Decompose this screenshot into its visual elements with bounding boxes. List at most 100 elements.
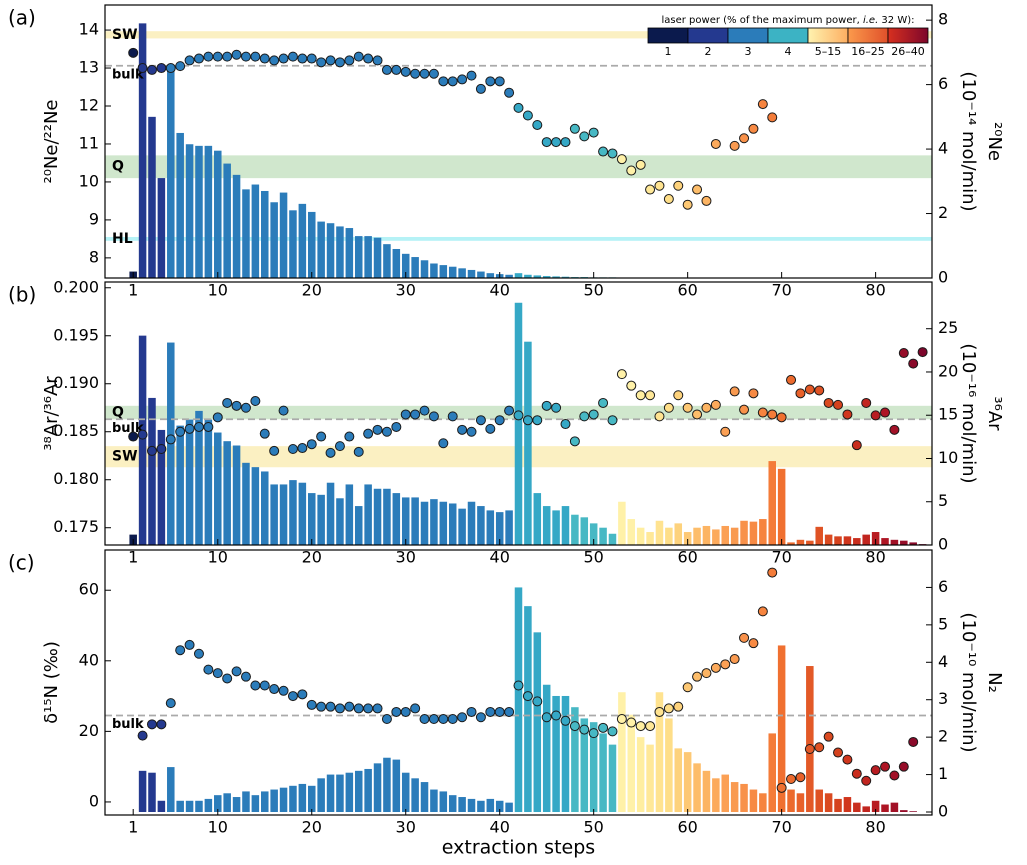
data-point bbox=[551, 137, 562, 148]
data-point bbox=[541, 400, 552, 411]
data-point bbox=[203, 664, 214, 675]
bar bbox=[505, 274, 513, 278]
bar bbox=[167, 767, 175, 813]
reference-label: bulk bbox=[112, 67, 144, 82]
bar bbox=[270, 789, 278, 813]
data-point bbox=[692, 671, 703, 682]
data-point bbox=[908, 736, 919, 747]
data-point bbox=[306, 53, 317, 64]
y-tick-label: 12 bbox=[79, 95, 99, 114]
data-point bbox=[626, 717, 637, 728]
y-tick-label: 0 bbox=[89, 791, 99, 810]
data-point bbox=[269, 55, 280, 66]
y2-tick-label: 2 bbox=[938, 203, 948, 222]
bar bbox=[392, 248, 401, 278]
data-point bbox=[645, 184, 656, 195]
data-point bbox=[372, 703, 383, 714]
data-point bbox=[504, 405, 515, 416]
bar bbox=[890, 802, 899, 813]
panel-label: (a) bbox=[8, 6, 36, 30]
y-tick-label: 0.190 bbox=[53, 373, 99, 392]
y-tick-label: 40 bbox=[79, 650, 99, 669]
bar bbox=[665, 718, 673, 813]
bar bbox=[148, 116, 156, 278]
data-point bbox=[372, 424, 383, 435]
data-point bbox=[137, 730, 148, 741]
bar bbox=[270, 202, 278, 278]
data-point bbox=[353, 51, 364, 62]
bar bbox=[364, 768, 372, 813]
data-point bbox=[710, 662, 721, 673]
reference-label: HL bbox=[112, 231, 133, 247]
data-point bbox=[663, 402, 674, 413]
data-point bbox=[212, 668, 223, 679]
colorbar-segment bbox=[767, 27, 809, 44]
y-tick-label: 20 bbox=[79, 721, 99, 740]
data-point bbox=[475, 415, 486, 426]
bar bbox=[448, 266, 457, 278]
data-point bbox=[588, 409, 599, 420]
y-tick-label: 0.195 bbox=[53, 325, 99, 344]
bar bbox=[580, 718, 589, 813]
data-point bbox=[212, 51, 223, 62]
bar bbox=[787, 542, 795, 545]
bar bbox=[411, 257, 419, 278]
bar bbox=[195, 410, 203, 545]
bar bbox=[693, 763, 701, 813]
bar bbox=[420, 260, 429, 278]
bar bbox=[373, 237, 382, 278]
data-point bbox=[297, 689, 308, 700]
data-point bbox=[372, 55, 383, 66]
data-point bbox=[287, 444, 298, 455]
data-point bbox=[513, 102, 524, 113]
bar bbox=[467, 501, 476, 545]
x-tick-label: 30 bbox=[396, 281, 416, 300]
x-tick-label: 50 bbox=[584, 281, 604, 300]
x-tick-label: 50 bbox=[584, 548, 604, 567]
bar bbox=[674, 523, 683, 545]
data-point bbox=[748, 123, 759, 134]
x-tick-label: 1 bbox=[128, 548, 138, 567]
bar bbox=[270, 484, 278, 545]
bar bbox=[411, 778, 419, 813]
colorbar-label: 16–25 bbox=[851, 45, 885, 58]
data-point bbox=[259, 428, 270, 439]
bar bbox=[561, 695, 570, 813]
bar bbox=[364, 236, 372, 278]
bar bbox=[279, 484, 288, 545]
data-point bbox=[513, 410, 524, 421]
data-point bbox=[494, 76, 505, 87]
bar bbox=[759, 793, 767, 813]
bar bbox=[759, 519, 767, 545]
data-point bbox=[616, 154, 627, 165]
bar bbox=[345, 772, 354, 813]
data-point bbox=[804, 744, 815, 755]
bar bbox=[730, 782, 739, 813]
bar bbox=[430, 789, 438, 813]
bar bbox=[524, 606, 532, 813]
y-tick-label: 0.175 bbox=[53, 517, 99, 536]
data-point bbox=[579, 131, 590, 142]
data-point bbox=[156, 444, 167, 455]
data-point bbox=[325, 447, 336, 458]
bar bbox=[232, 174, 241, 278]
bar bbox=[214, 795, 222, 813]
data-point bbox=[391, 421, 402, 432]
data-point bbox=[908, 358, 919, 369]
data-point bbox=[485, 423, 496, 434]
bar bbox=[298, 482, 307, 545]
y2-tick-label: 0 bbox=[938, 535, 948, 554]
bar bbox=[317, 494, 325, 545]
x-tick-label: 70 bbox=[771, 548, 791, 567]
data-point bbox=[184, 423, 195, 434]
bar bbox=[411, 497, 419, 545]
data-point bbox=[344, 55, 355, 66]
colorbar-segment bbox=[647, 27, 689, 44]
bar bbox=[214, 150, 222, 278]
data-point bbox=[428, 411, 439, 422]
bar bbox=[223, 163, 231, 278]
data-point bbox=[635, 159, 646, 170]
bar bbox=[467, 269, 476, 278]
data-point bbox=[579, 724, 590, 735]
